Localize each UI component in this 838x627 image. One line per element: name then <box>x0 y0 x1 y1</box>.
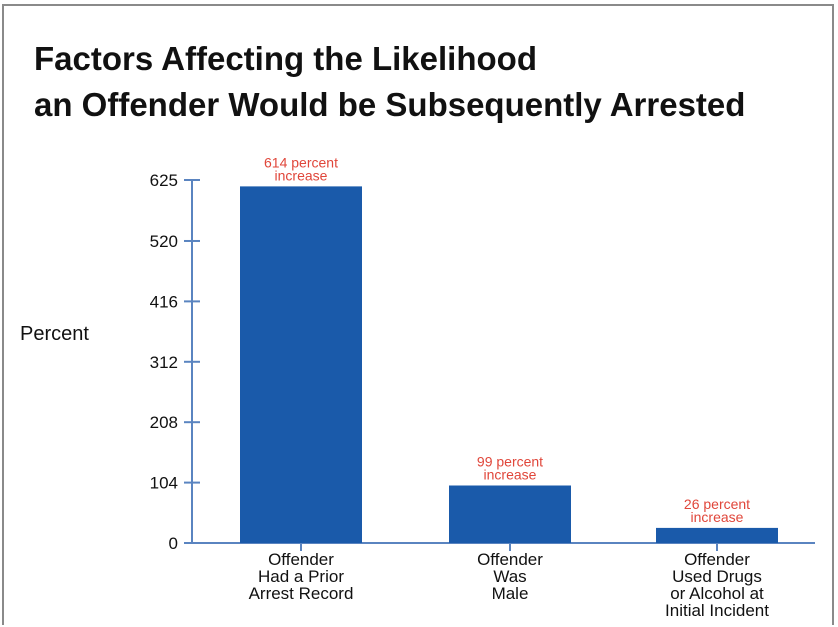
y-tick-label: 416 <box>150 292 178 311</box>
y-tick-label: 104 <box>150 474 178 493</box>
data-label: 99 percent <box>477 454 543 470</box>
y-tick-label: 520 <box>150 232 178 251</box>
x-category-label: Offender <box>268 550 334 569</box>
data-label: 614 percent <box>264 154 338 170</box>
x-category-label: Offender <box>477 550 543 569</box>
y-tick-label: 625 <box>150 171 178 190</box>
data-label: increase <box>484 467 537 483</box>
bar <box>656 527 778 543</box>
y-tick-label: 208 <box>150 413 178 432</box>
data-label: increase <box>691 509 744 525</box>
x-category-label: Male <box>492 584 529 603</box>
bar <box>449 485 571 543</box>
x-category-label: Initial Incident <box>665 601 769 620</box>
x-category-label: Was <box>493 567 526 586</box>
bar <box>240 186 362 543</box>
x-category-label: Used Drugs <box>672 567 762 586</box>
chart-title-line-1: Factors Affecting the Likelihood <box>34 40 537 77</box>
data-label: 26 percent <box>684 496 750 512</box>
x-category-label: Arrest Record <box>249 584 354 603</box>
x-category-label: Offender <box>684 550 750 569</box>
chart-frame <box>2 4 834 625</box>
x-category-label: Had a Prior <box>258 567 344 586</box>
data-label: increase <box>275 167 328 183</box>
y-axis-label: Percent <box>20 323 89 345</box>
y-tick-label: 0 <box>169 534 178 553</box>
y-tick-label: 312 <box>150 353 178 372</box>
x-category-label: or Alcohol at <box>670 584 764 603</box>
chart-title-line-2: an Offender Would be Subsequently Arrest… <box>34 86 745 123</box>
